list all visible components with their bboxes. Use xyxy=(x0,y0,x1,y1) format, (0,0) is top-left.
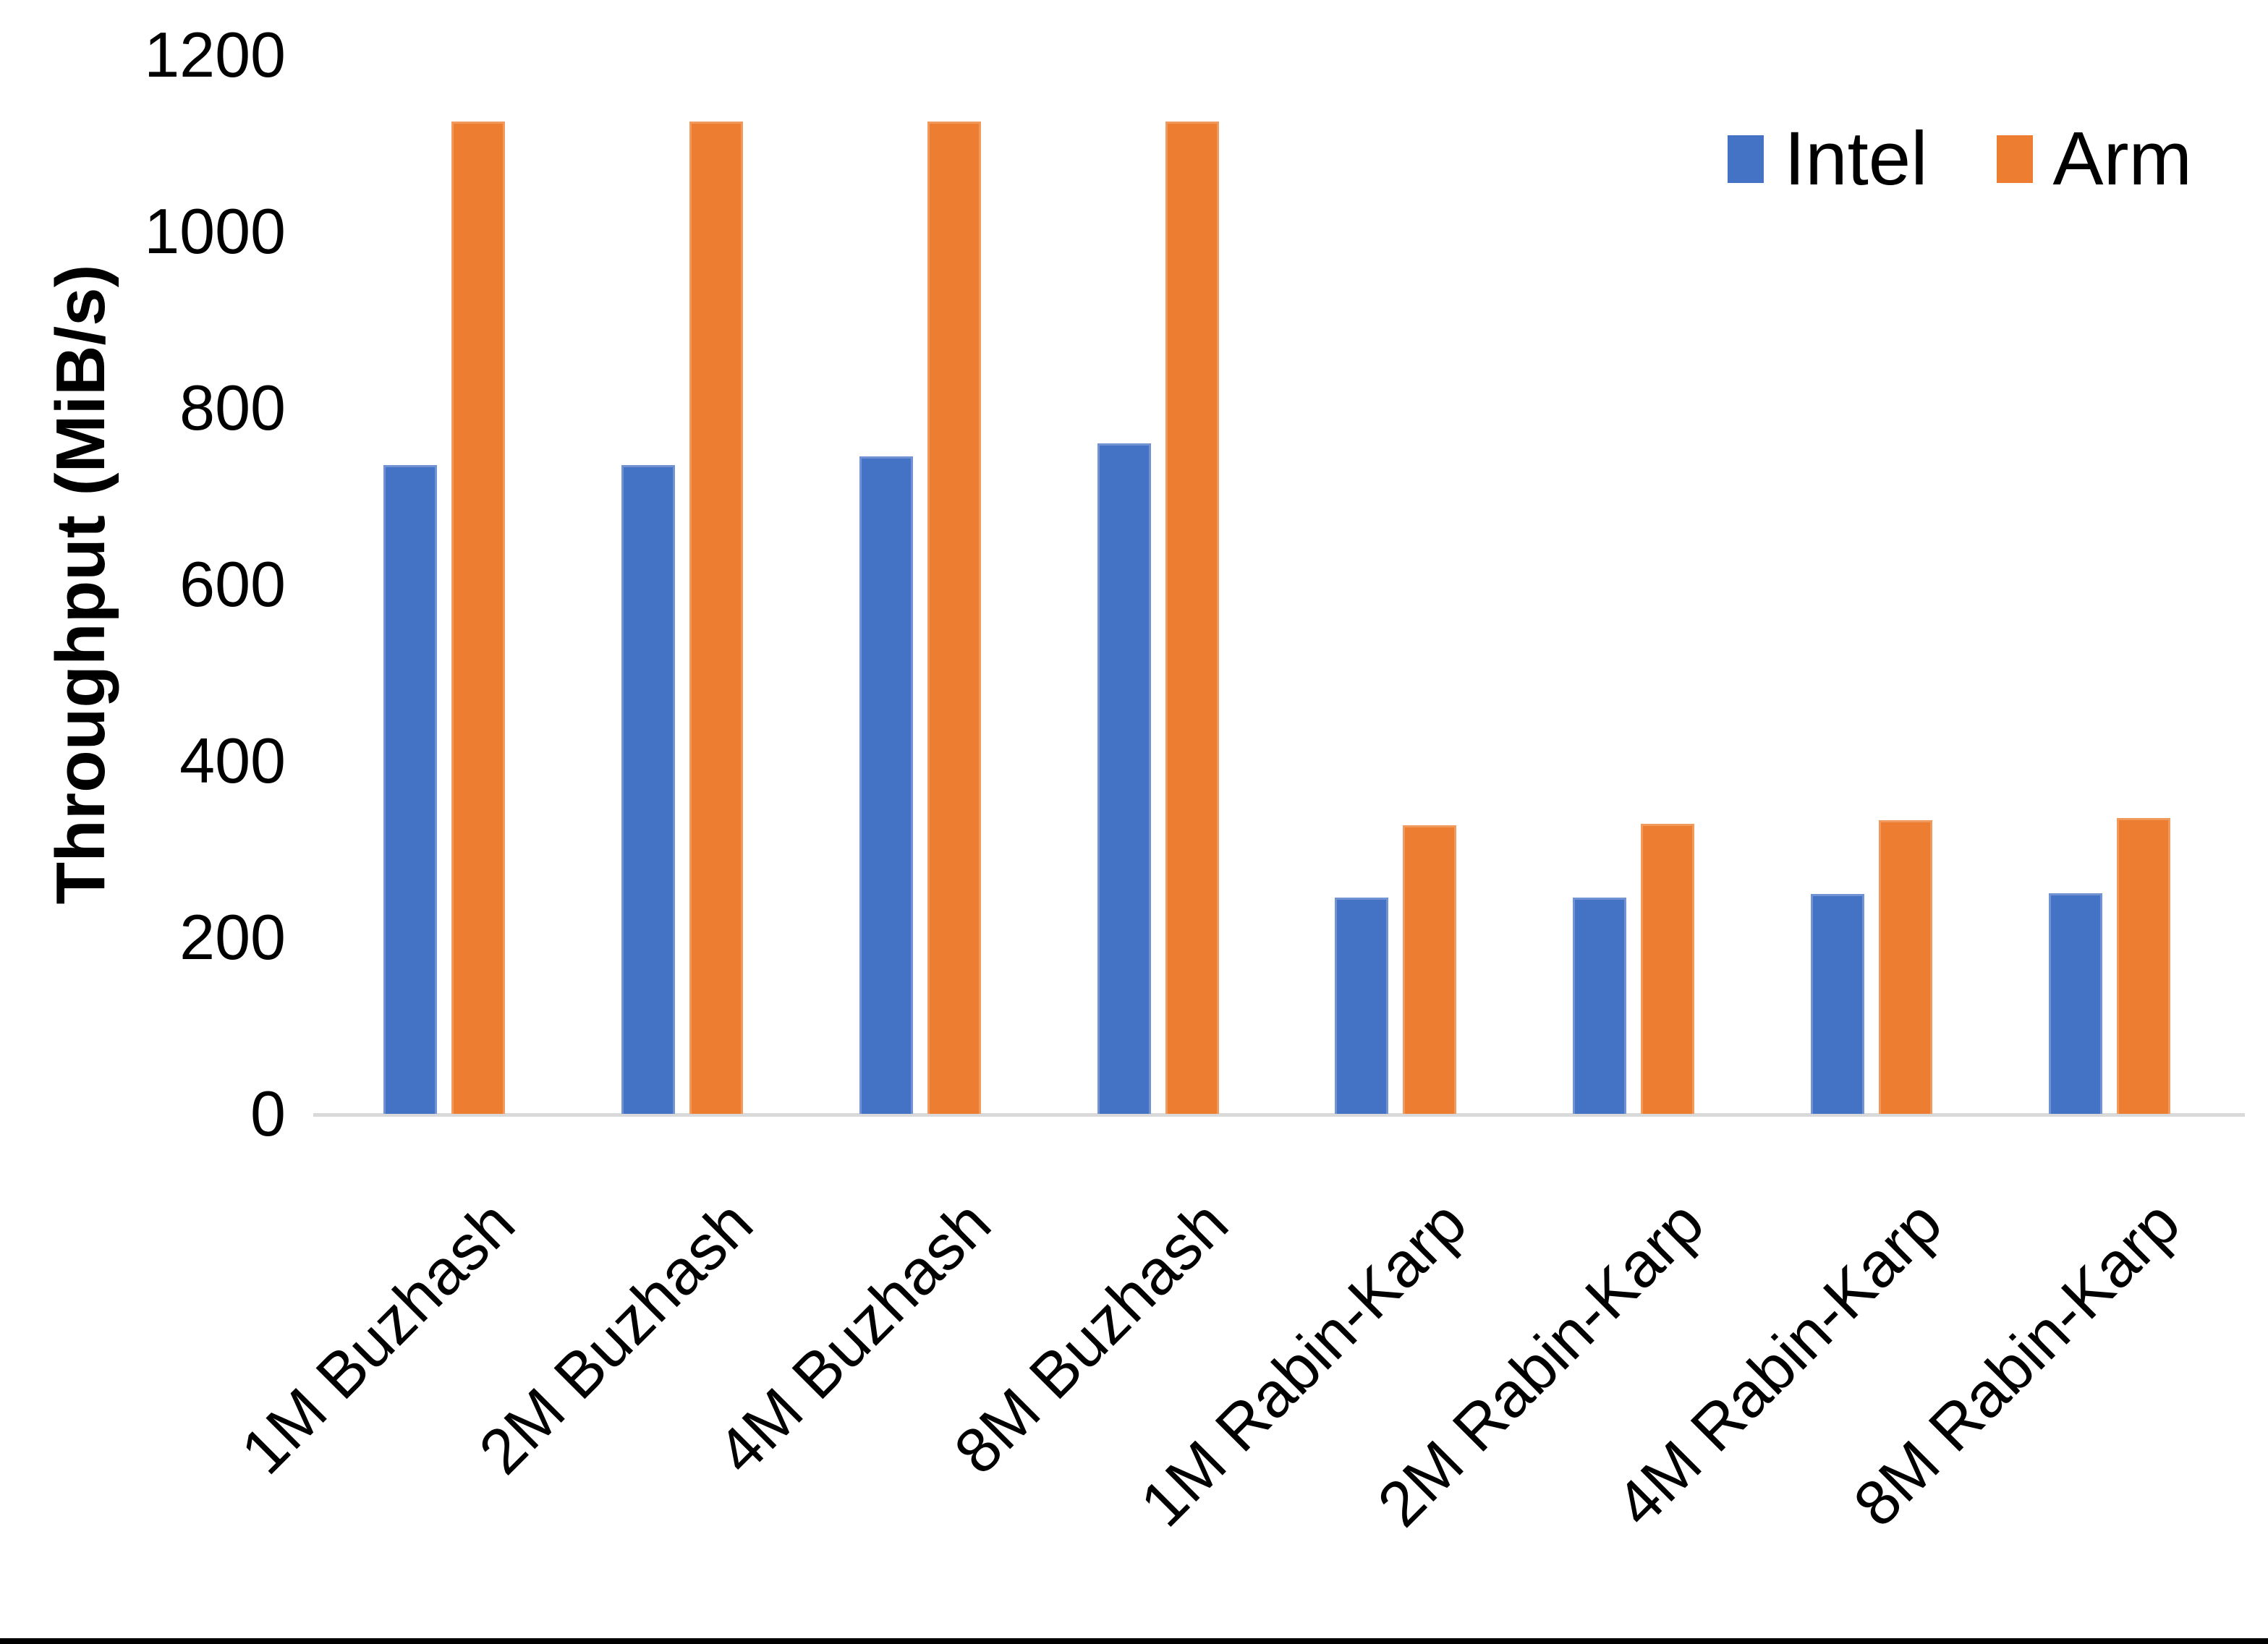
bar-intel-1m-rabin-karp xyxy=(1335,898,1389,1114)
bar-arm-8m-buzhash xyxy=(1165,121,1219,1114)
legend-item-arm: Arm xyxy=(1996,116,2192,203)
bar-arm-1m-buzhash xyxy=(451,121,506,1114)
y-axis-tick-400: 400 xyxy=(179,725,286,796)
chart-legend: Intel Arm xyxy=(1728,116,2192,203)
bar-group-8m-buzhash xyxy=(1039,55,1277,1114)
bar-intel-8m-rabin-karp xyxy=(2048,893,2102,1114)
bar-arm-4m-buzhash xyxy=(927,121,981,1114)
bar-intel-1m-buzhash xyxy=(383,465,438,1114)
bar-intel-2m-buzhash xyxy=(621,465,676,1114)
bar-arm-2m-buzhash xyxy=(689,121,744,1114)
legend-label-intel: Intel xyxy=(1784,116,1928,201)
bar-group-4m-rabin-karp xyxy=(1753,55,1991,1114)
bar-intel-4m-buzhash xyxy=(859,456,913,1114)
x-axis-baseline xyxy=(313,1113,2245,1117)
y-axis-tick-1000: 1000 xyxy=(144,195,286,267)
y-axis-tick-600: 600 xyxy=(179,548,286,620)
legend-swatch-intel xyxy=(1728,135,1764,183)
bar-arm-2m-rabin-karp xyxy=(1641,823,1695,1114)
bar-group-4m-buzhash xyxy=(802,55,1040,1114)
bar-arm-1m-rabin-karp xyxy=(1403,825,1457,1114)
y-axis-tick-200: 200 xyxy=(179,901,286,973)
bar-intel-2m-rabin-karp xyxy=(1573,898,1627,1114)
bar-intel-4m-rabin-karp xyxy=(1810,894,1864,1114)
legend-swatch-arm xyxy=(1996,135,2033,183)
bar-intel-8m-buzhash xyxy=(1097,443,1151,1114)
bar-group-8m-rabin-karp xyxy=(1990,55,2228,1114)
window-bottom-edge xyxy=(0,1638,2268,1644)
y-axis-tick-0: 0 xyxy=(250,1078,286,1149)
bar-arm-4m-rabin-karp xyxy=(1878,819,1932,1114)
y-axis-tick-1200: 1200 xyxy=(144,19,286,90)
y-axis-tick-800: 800 xyxy=(179,372,286,443)
bar-arm-8m-rabin-karp xyxy=(2116,818,2170,1114)
plot-area xyxy=(326,55,2228,1114)
bar-group-2m-rabin-karp xyxy=(1515,55,1753,1114)
bar-group-1m-buzhash xyxy=(326,55,564,1114)
legend-label-arm: Arm xyxy=(2052,116,2192,201)
bar-group-1m-rabin-karp xyxy=(1277,55,1515,1114)
legend-item-intel: Intel xyxy=(1728,116,1928,203)
bar-group-2m-buzhash xyxy=(564,55,802,1114)
